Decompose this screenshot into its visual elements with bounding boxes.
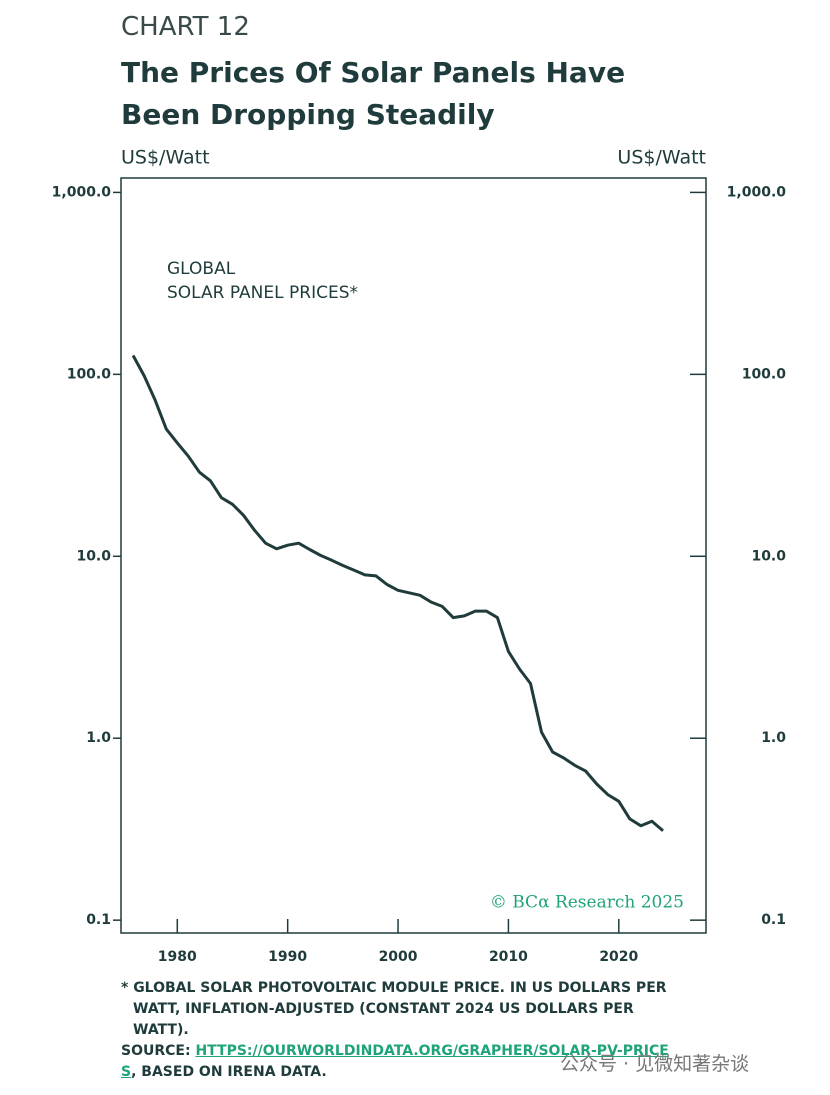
footnote: * GLOBAL SOLAR PHOTOVOLTAIC MODULE PRICE… — [121, 980, 667, 1038]
y-tick-label: 1,000.0 — [52, 184, 112, 200]
y-tick-label: 10.0 — [76, 548, 111, 564]
watermark: 公众号 · 见微知著杂谈 — [560, 1053, 750, 1075]
y2-axis-label: US$/Watt — [617, 147, 706, 169]
footer: * GLOBAL SOLAR PHOTOVOLTAIC MODULE PRICE… — [121, 978, 671, 1083]
price-line — [131, 354, 664, 832]
y2-tick-label: 0.1 — [761, 912, 786, 928]
source-link[interactable]: HTTPS://OURWORLDINDATA.ORG/GRAPHER/SOLAR… — [121, 1043, 669, 1080]
annotation: SOLAR PANEL PRICES* — [167, 283, 358, 303]
x-tick-label: 1980 — [158, 949, 197, 965]
y2-tick-label: 100.0 — [742, 366, 787, 382]
y-axis-label: US$/Watt — [121, 147, 210, 169]
kicker: CHART 12 — [121, 12, 250, 42]
y-tick-label: 1.0 — [86, 730, 111, 746]
plot-frame — [120, 177, 707, 934]
annotation: GLOBAL — [167, 259, 236, 279]
title: The Prices Of Solar Panels Have Been Dro… — [121, 56, 626, 131]
x-tick-label: 2020 — [599, 949, 638, 965]
source-rest: , BASED ON IRENA DATA. — [131, 1064, 327, 1080]
y2-tick-label: 1.0 — [761, 730, 786, 746]
source-label: SOURCE: — [121, 1043, 191, 1059]
y-tick-label: 100.0 — [67, 366, 112, 382]
x-tick-label: 2000 — [379, 949, 418, 965]
x-tick-label: 2010 — [489, 949, 528, 965]
y2-tick-label: 10.0 — [751, 548, 786, 564]
y-tick-label: 0.1 — [86, 912, 111, 928]
y2-tick-label: 1,000.0 — [727, 184, 787, 200]
credit: © BCα Research 2025 — [490, 893, 684, 913]
source: SOURCE: HTTPS://OURWORLDINDATA.ORG/GRAPH… — [121, 1041, 671, 1083]
x-tick-label: 1990 — [268, 949, 307, 965]
